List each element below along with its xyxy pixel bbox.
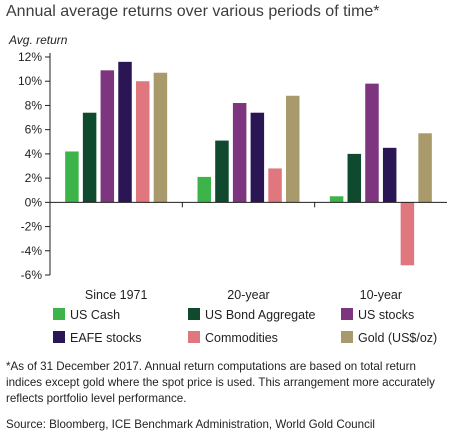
bar (400, 202, 415, 266)
bar (232, 103, 247, 203)
legend: US Cash US Bond Aggregate US stocks EAFE st… (53, 308, 437, 345)
bar (100, 70, 115, 203)
legend-swatch (188, 331, 200, 343)
legend-swatch (188, 308, 200, 320)
legend-label: Commodities (205, 331, 278, 345)
category-labels: Since 1971 20-year 10-year (85, 288, 402, 302)
bar (329, 196, 344, 203)
y-tick-label: 10% (18, 74, 42, 88)
bar (215, 140, 229, 203)
y-axis-label: Avg. return (9, 33, 68, 47)
legend-label: EAFE stocks (70, 331, 142, 345)
bar (382, 147, 397, 203)
axes (49, 53, 447, 275)
legend-swatch (341, 331, 353, 343)
legend-label: US Cash (70, 308, 120, 322)
legend-swatch (341, 308, 353, 320)
y-tick-label: 8% (25, 98, 43, 112)
bar (135, 81, 150, 203)
legend-swatch (53, 331, 65, 343)
bar (197, 176, 211, 203)
bar (82, 112, 97, 203)
category-label: Since 1971 (85, 288, 148, 302)
chart-title: Annual average returns over various peri… (6, 3, 380, 20)
y-tick-label: -2% (21, 220, 43, 234)
bar (250, 112, 265, 203)
bar (153, 72, 168, 203)
y-axis-ticks: 12% 10% 8% 6% 4% 2% 0% -2% -4% -6% (18, 50, 50, 282)
legend-label: US stocks (358, 308, 414, 322)
bar (118, 61, 132, 203)
bar (347, 153, 362, 203)
legend-label: Gold (US$/oz) (358, 331, 437, 345)
category-label: 10-year (360, 288, 402, 302)
footnote: *As of 31 December 2017. Annual return c… (6, 360, 435, 405)
bar-chart: 12% 10% 8% 6% 4% 2% 0% -2% -4% -6% Since 1971 20-y… (18, 50, 447, 345)
y-tick-label: 12% (18, 50, 42, 64)
y-tick-label: 0% (25, 195, 43, 209)
bar-series (65, 61, 432, 266)
bar (418, 133, 432, 203)
bar (65, 151, 79, 203)
y-tick-label: 4% (25, 147, 43, 161)
bar (268, 168, 282, 203)
y-tick-label: 6% (25, 123, 43, 137)
legend-label: US Bond Aggregate (205, 308, 316, 322)
y-tick-label: -6% (21, 268, 43, 282)
category-label: 20-year (227, 288, 269, 302)
y-tick-label: 2% (25, 171, 43, 185)
legend-swatch (53, 308, 65, 320)
source-note: Source: Bloomberg, ICE Benchmark Adminis… (6, 418, 376, 431)
bar (365, 83, 379, 203)
y-tick-label: -4% (21, 244, 43, 258)
bar (286, 95, 300, 203)
